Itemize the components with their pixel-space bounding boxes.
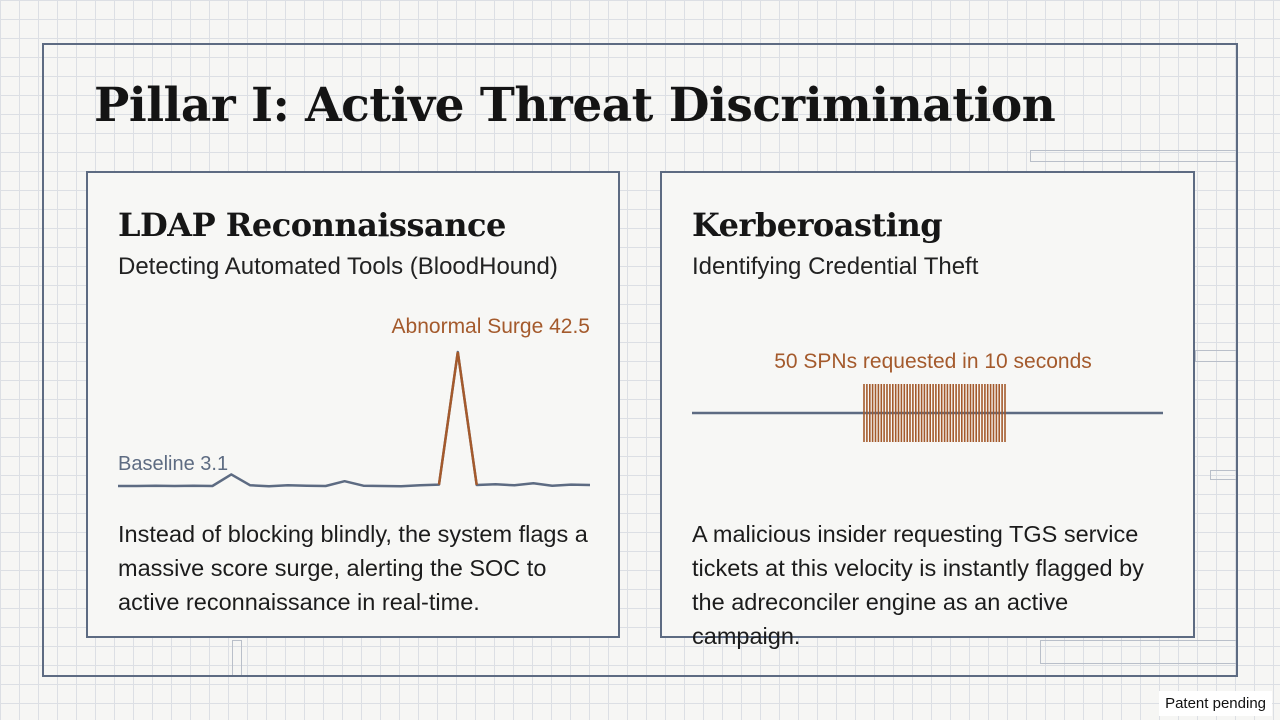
ldap-card-body: Instead of blocking blindly, the system … — [118, 521, 588, 615]
ldap-card: LDAP Reconnaissance Detecting Automated … — [86, 171, 620, 638]
spn-burst-timeline: 50 SPNs requested in 10 seconds — [692, 350, 1163, 442]
surge-annotation: Abnormal Surge 42.5 — [392, 315, 590, 338]
kerberoasting-card-body: A malicious insider requesting TGS servi… — [692, 521, 1144, 649]
spn-request-ticks — [863, 384, 1006, 442]
ldap-score-chart: Abnormal Surge 42.5 Baseline 3.1 — [118, 315, 591, 488]
slide-frame — [42, 43, 1238, 677]
kerberoasting-card: Kerberoasting Identifying Credential The… — [660, 171, 1195, 649]
baseline-series-line — [118, 350, 591, 488]
patent-notice: Patent pending — [1159, 691, 1272, 716]
surge-spike-line — [437, 351, 478, 486]
baseline-annotation: Baseline 3.1 — [118, 453, 228, 475]
burst-annotation: 50 SPNs requested in 10 seconds — [774, 350, 1092, 373]
kerberoasting-card-subtitle: Identifying Credential Theft — [692, 253, 979, 280]
ldap-card-title: LDAP Reconnaissance — [118, 206, 506, 244]
page-title: Pillar I: Active Threat Discrimination — [94, 78, 1056, 133]
kerberoasting-card-title: Kerberoasting — [692, 206, 943, 244]
ldap-card-subtitle: Detecting Automated Tools (BloodHound) — [118, 253, 558, 280]
